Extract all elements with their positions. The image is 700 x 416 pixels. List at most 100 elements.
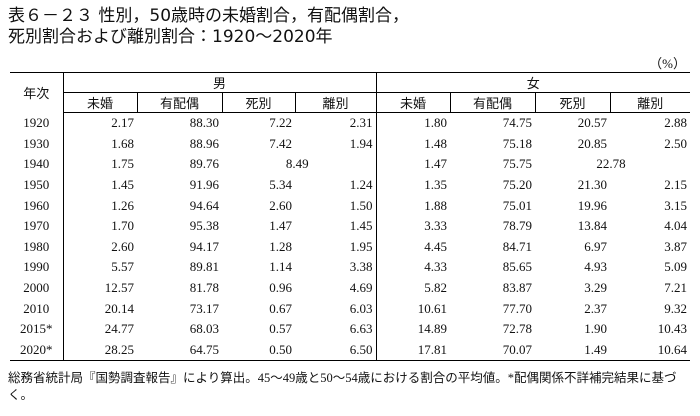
year-cell: 1960 — [10, 195, 64, 216]
title-line: 死別割合および離別割合：1920～2020年 — [8, 27, 333, 47]
value-cell: 10.61 — [375, 298, 451, 319]
header-row: 年次男女 — [10, 72, 691, 113]
value-cell: 2.37 — [584, 300, 608, 316]
table-row: 1960 1.26 94.64 2.60 1.50 1.88 75.01 19.96 3.15 — [10, 195, 690, 216]
value-cell: 6.97 — [584, 238, 608, 254]
value-cell: 1.70 — [111, 218, 134, 234]
column-header: 有配偶 — [136, 92, 222, 113]
value-cell: 75.18 — [502, 135, 533, 151]
year-cell: 1980 — [10, 236, 64, 258]
column-header: 離別 — [294, 92, 377, 113]
value-cell: 17.81 — [375, 339, 451, 362]
value-cell: 24.77 — [104, 321, 134, 337]
value-cell: 10.43 — [657, 321, 688, 337]
column-header: 離別 — [609, 92, 691, 113]
group-header: 女 — [375, 72, 691, 93]
value-cell: 1.49 — [535, 339, 611, 362]
table-row: 1970 1.70 95.38 1.47 1.45 3.33 78.79 13.84 4.04 — [10, 215, 690, 237]
value-cell: 0.96 — [269, 280, 292, 296]
value-cell: 1.88 — [375, 195, 451, 216]
value-cell: 9.32 — [664, 300, 688, 316]
value-cell: 1.26 — [111, 197, 134, 213]
value-cell: 95.38 — [189, 218, 219, 234]
value-cell: 75.20 — [502, 177, 533, 193]
title-line: 表６－２３ 性別，50歳時の未婚割合，有配偶割合， — [8, 6, 410, 26]
value-cell: 77.70 — [502, 300, 533, 316]
value-cell: 5.57 — [111, 259, 134, 275]
value-cell: 91.96 — [189, 177, 219, 193]
value-cell: 10.64 — [610, 339, 691, 362]
year-cell: 2000 — [10, 277, 64, 299]
table-row: 1980 2.60 94.17 1.28 1.95 4.45 84.71 6.97 3.87 — [10, 236, 690, 258]
year-cell: 2015* — [10, 318, 64, 340]
value-cell: 20.57 — [577, 115, 608, 131]
year-cell: 1930 — [10, 133, 64, 155]
value-cell: 73.17 — [189, 300, 219, 316]
value-cell: 1.45 — [111, 177, 134, 193]
value-cell: 83.87 — [502, 280, 533, 296]
value-cell: 1.47 — [269, 218, 292, 234]
value-cell: 75.01 — [502, 197, 533, 213]
table-row: 2020* 28.25 64.75 0.50 6.50 17.81 70.07 1.49 10.… — [10, 339, 691, 362]
year-cell: 1920 — [10, 112, 64, 134]
value-cell: 3.33 — [375, 215, 451, 237]
value-cell: 19.96 — [577, 197, 608, 213]
table-row: 1920 2.17 88.30 7.22 2.31 1.80 74.75 20.57 2.88 — [10, 112, 690, 134]
value-cell: 21.30 — [577, 177, 608, 193]
value-cell: 3.87 — [664, 238, 688, 254]
value-cell: 1.35 — [375, 174, 451, 196]
value-cell: 12.57 — [104, 280, 134, 296]
value-cell: 5.82 — [375, 277, 451, 299]
year-cell: 2020* — [10, 339, 64, 362]
table-row: 1930 1.68 88.96 7.42 1.94 1.48 75.18 20.85 2.50 — [10, 133, 690, 155]
year-cell: 1970 — [10, 215, 64, 237]
value-cell: 3.29 — [584, 280, 608, 296]
value-cell: 1.50 — [349, 197, 373, 213]
value-cell: 4.69 — [349, 280, 373, 296]
value-cell: 13.84 — [577, 218, 608, 234]
value-cell: 1.47 — [375, 154, 451, 175]
value-cell: 4.33 — [375, 257, 451, 278]
value-cell: 1.28 — [269, 238, 292, 254]
value-cell: 1.14 — [269, 259, 292, 275]
header-row: 未婚 有配偶 死別 離別 未婚 有配偶 死別 離別 — [10, 92, 691, 113]
group-header: 男 — [62, 72, 377, 93]
value-cell: 75.75 — [502, 156, 533, 172]
value-cell: 72.78 — [502, 321, 533, 337]
table: 年次男女 未婚 有配偶 死別 離別 未婚 有配偶 死別 離別 1920 2.17 88.30 7.2… — [10, 72, 691, 362]
value-cell: 5.09 — [664, 259, 688, 275]
value-cell: 1.24 — [349, 177, 373, 193]
value-cell: 7.42 — [269, 135, 292, 151]
year-cell: 1950 — [10, 174, 64, 196]
value-cell: 1.80 — [375, 112, 451, 134]
value-cell: 6.63 — [349, 321, 373, 337]
value-cell: 6.50 — [295, 339, 377, 362]
value-cell: 85.65 — [502, 259, 533, 275]
table-row: 2000 12.57 81.78 0.96 4.69 5.82 83.87 3.29 7.21 — [10, 277, 690, 299]
table-head: 年次男女 未婚 有配偶 死別 離別 未婚 有配偶 死別 離別 — [10, 72, 691, 113]
value-cell: 74.75 — [502, 115, 533, 131]
value-cell: 81.78 — [189, 280, 219, 296]
year-cell: 1940 — [10, 154, 64, 175]
value-cell: 5.34 — [269, 177, 292, 193]
value-cell: 0.50 — [222, 339, 295, 362]
table-body: 1920 2.17 88.30 7.22 2.31 1.80 74.75 20.57 2.88 1… — [10, 112, 691, 362]
footnote: 総務省統計局『国勢調査報告』により算出。45～49歳と50～54歳における割合の… — [8, 371, 677, 402]
value-cell: 8.49 — [285, 156, 309, 172]
value-cell: 88.30 — [189, 115, 219, 131]
value-cell: 0.67 — [269, 300, 292, 316]
value-cell: 4.04 — [664, 218, 688, 234]
value-cell: 20.85 — [577, 135, 608, 151]
table-row: 2010 20.14 73.17 0.67 6.03 10.61 77.70 2.37 9.32 — [10, 298, 690, 319]
value-cell: 7.21 — [664, 280, 688, 296]
value-cell: 94.17 — [189, 238, 219, 254]
value-cell: 78.79 — [502, 218, 533, 234]
table-row: 1950 1.45 91.96 5.34 1.24 1.35 75.20 21.30 2.15 — [10, 174, 690, 196]
value-cell: 3.15 — [664, 197, 688, 213]
value-cell: 89.81 — [189, 259, 219, 275]
header-cell: 年次 — [10, 72, 64, 113]
value-cell: 2.88 — [664, 115, 688, 131]
value-cell: 1.45 — [349, 218, 373, 234]
unit: （%） — [649, 56, 686, 71]
